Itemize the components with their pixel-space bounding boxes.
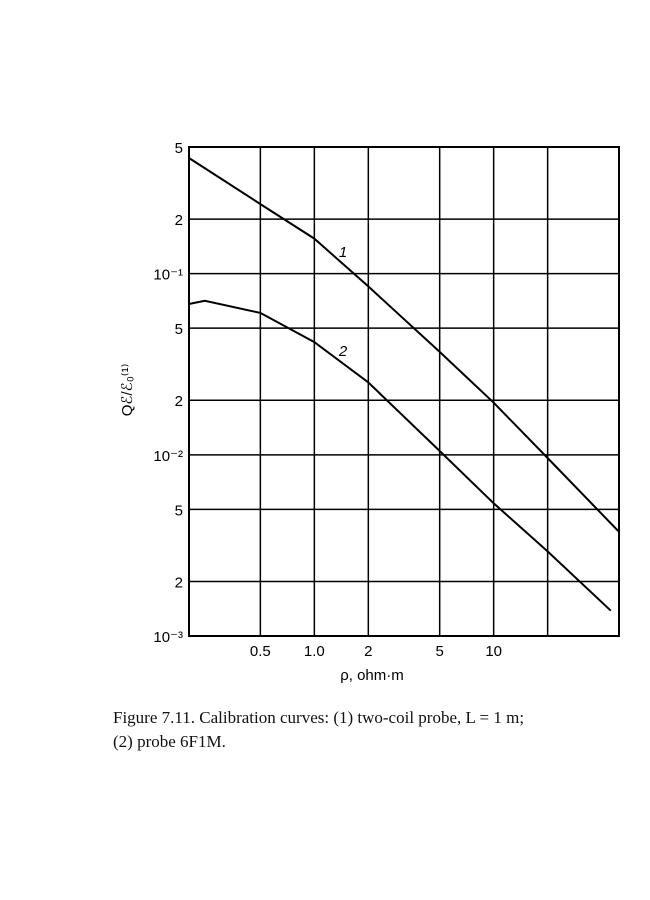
- x-tick-label: 10: [485, 643, 502, 660]
- y-tick-label: 5: [175, 140, 183, 157]
- y-tick-label: 5: [175, 321, 183, 338]
- y-axis-label: Qℰ/ℰ₀⁽¹⁾: [119, 364, 136, 417]
- y-tick-label: 2: [175, 393, 183, 410]
- y-tick-label: 10⁻¹: [153, 267, 183, 284]
- x-tick-label: 2: [364, 643, 372, 660]
- y-tick-label: 2: [175, 212, 183, 229]
- x-tick-label: 1.0: [304, 643, 325, 660]
- y-tick-label: 10⁻³: [153, 629, 183, 646]
- y-tick-label: 5: [175, 502, 183, 519]
- curve-label: 1: [339, 244, 347, 261]
- caption-line: (2) probe 6F1M.: [113, 732, 226, 751]
- x-axis-label: ρ, ohm·m: [340, 667, 404, 684]
- curve: [188, 299, 612, 612]
- plot-frame: [188, 146, 620, 637]
- chart: ρ, ohm·m Qℰ/ℰ₀⁽¹⁾ 5 2 10⁻¹ 5 2 10⁻² 5 2 10⁻³ 0.5 1…: [119, 140, 620, 684]
- caption-line: Figure 7.11. Calibration curves: (1) two…: [113, 708, 525, 727]
- curve-label: 2: [338, 343, 348, 360]
- y-tick-label: 10⁻²: [153, 448, 183, 465]
- y-tick-label: 2: [175, 574, 183, 591]
- x-tick-label: 0.5: [250, 643, 271, 660]
- x-tick-label: 5: [436, 643, 444, 660]
- curve: [188, 157, 620, 533]
